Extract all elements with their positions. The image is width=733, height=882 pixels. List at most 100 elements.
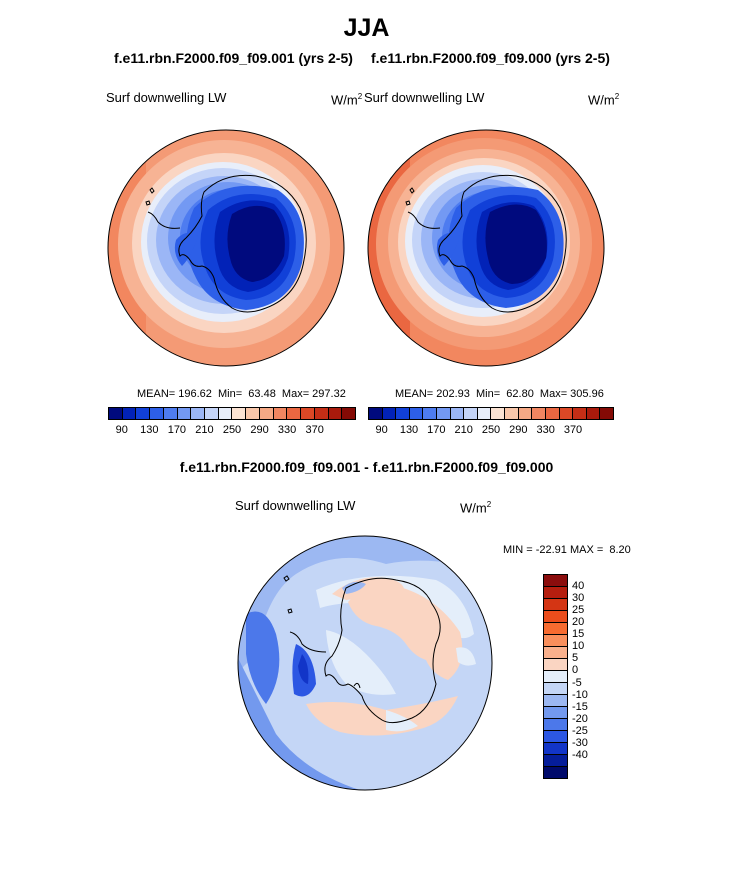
colorbar-tick-label: 330: [277, 424, 297, 436]
colorbar-cell: [544, 647, 567, 659]
colorbar-cell: [586, 408, 601, 419]
colorbar-cell: [246, 408, 260, 419]
colorbar-tick-label: 250: [481, 424, 501, 436]
panel-1-stats: MEAN= 196.62 Min= 63.48 Max= 297.32: [137, 388, 346, 400]
colorbar-tick-label: 130: [399, 424, 419, 436]
colorbar-cell: [259, 408, 274, 419]
panel-2-variable-label: Surf downwelling LW: [364, 90, 485, 105]
colorbar-cell: [505, 408, 519, 419]
panel-1-variable-label: Surf downwelling LW: [106, 90, 227, 105]
colorbar-cell: [409, 408, 424, 419]
colorbar-tick-label: 370: [563, 424, 583, 436]
colorbar-cell: [382, 408, 397, 419]
colorbar-tick-label: 30: [572, 592, 585, 605]
panel-2-map: [367, 129, 605, 367]
colorbar-cell: [342, 408, 355, 419]
colorbar-tick-label: 210: [454, 424, 473, 436]
colorbar-cell: [464, 408, 478, 419]
colorbar-cell: [122, 408, 137, 419]
colorbar-cell: [544, 707, 567, 719]
colorbar-tick-label: 15: [572, 628, 585, 641]
difference-units: W/m2: [460, 500, 492, 516]
colorbar-cell: [136, 408, 151, 419]
colorbar-cell: [545, 408, 560, 419]
colorbar-cell: [218, 408, 233, 419]
panel-1-colorbar-labels: 90 130 170 210 250 290 330 370: [108, 424, 356, 438]
colorbar-cell: [544, 695, 567, 707]
colorbar-cell: [232, 408, 247, 419]
colorbar-cell: [544, 575, 567, 587]
colorbar-cell: [177, 408, 192, 419]
colorbar-cell: [544, 635, 567, 647]
colorbar-cell: [273, 408, 288, 419]
colorbar-tick-label: 130: [140, 424, 159, 436]
panel-2-colorbar-labels: 90 130 170 210 250 290 330 370: [368, 424, 614, 438]
colorbar-tick-label: 170: [427, 424, 446, 436]
colorbar-cell: [532, 408, 546, 419]
colorbar-cell: [544, 659, 567, 671]
panel-2-stats: MEAN= 202.93 Min= 62.80 Max= 305.96: [395, 388, 604, 400]
colorbar-tick-label: 330: [536, 424, 555, 436]
colorbar-tick-label: 10: [572, 640, 585, 653]
colorbar-tick-label: 90: [115, 424, 128, 436]
colorbar-cell: [544, 623, 567, 635]
colorbar-tick-label: -15: [572, 700, 588, 713]
panel-1-title: f.e11.rbn.F2000.f09_f09.001 (yrs 2-5): [114, 50, 353, 66]
colorbar-cell: [544, 611, 567, 623]
colorbar-tick-label: -40: [572, 748, 588, 761]
colorbar-tick-label: 90: [375, 424, 388, 436]
colorbar-tick-label: 290: [509, 424, 528, 436]
colorbar-tick-label: 0: [572, 664, 579, 677]
colorbar-cell: [437, 408, 451, 419]
panel-2-colorbar: [368, 407, 614, 420]
colorbar-cell: [491, 408, 506, 419]
panel-1-units: W/m2: [331, 92, 363, 108]
colorbar-cell: [301, 408, 315, 419]
colorbar-cell: [163, 408, 178, 419]
colorbar-tick-label: -20: [572, 712, 588, 725]
difference-stats: MIN = -22.91 MAX = 8.20: [503, 544, 631, 556]
difference-colorbar-labels: 40 30 25 20 15 10 5 0 -5 -10 -15 -20 -25 -30 -40: [572, 574, 612, 779]
difference-map: [237, 535, 493, 791]
colorbar-tick-label: -30: [572, 736, 588, 749]
difference-title: f.e11.rbn.F2000.f09_f09.001 - f.e11.rbn.…: [179, 459, 554, 475]
colorbar-cell: [544, 599, 567, 611]
panel-1-map: [107, 129, 345, 367]
colorbar-tick-label: -25: [572, 724, 588, 737]
colorbar-tick-label: 40: [572, 580, 585, 593]
colorbar-cell: [544, 743, 567, 755]
colorbar-cell: [544, 719, 567, 731]
colorbar-tick-label: -5: [572, 676, 582, 689]
colorbar-cell: [544, 671, 567, 683]
colorbar-cell: [423, 408, 438, 419]
panel-2-units: W/m2: [588, 92, 620, 108]
colorbar-cell: [544, 683, 567, 695]
difference-variable-label: Surf downwelling LW: [235, 498, 356, 513]
colorbar-cell: [559, 408, 574, 419]
colorbar-cell: [477, 408, 492, 419]
colorbar-cell: [544, 767, 567, 778]
colorbar-cell: [450, 408, 465, 419]
colorbar-tick-label: 170: [167, 424, 187, 436]
colorbar-cell: [544, 731, 567, 743]
colorbar-tick-label: 290: [250, 424, 269, 436]
colorbar-cell: [573, 408, 587, 419]
colorbar-tick-label: -10: [572, 688, 588, 701]
colorbar-cell: [369, 408, 383, 419]
colorbar-tick-label: 20: [572, 616, 585, 629]
panel-1-colorbar: [108, 407, 356, 420]
colorbar-cell: [205, 408, 219, 419]
colorbar-cell: [518, 408, 533, 419]
difference-colorbar: [543, 574, 568, 779]
season-title: JJA: [343, 14, 390, 42]
colorbar-cell: [544, 587, 567, 599]
colorbar-cell: [544, 755, 567, 767]
colorbar-cell: [287, 408, 302, 419]
colorbar-cell: [150, 408, 164, 419]
panel-2-title: f.e11.rbn.F2000.f09_f09.000 (yrs 2-5): [371, 50, 610, 66]
colorbar-tick-label: 370: [305, 424, 324, 436]
colorbar-tick-label: 250: [222, 424, 242, 436]
colorbar-tick-label: 5: [572, 652, 579, 665]
colorbar-tick-label: 210: [195, 424, 214, 436]
colorbar-cell: [314, 408, 329, 419]
